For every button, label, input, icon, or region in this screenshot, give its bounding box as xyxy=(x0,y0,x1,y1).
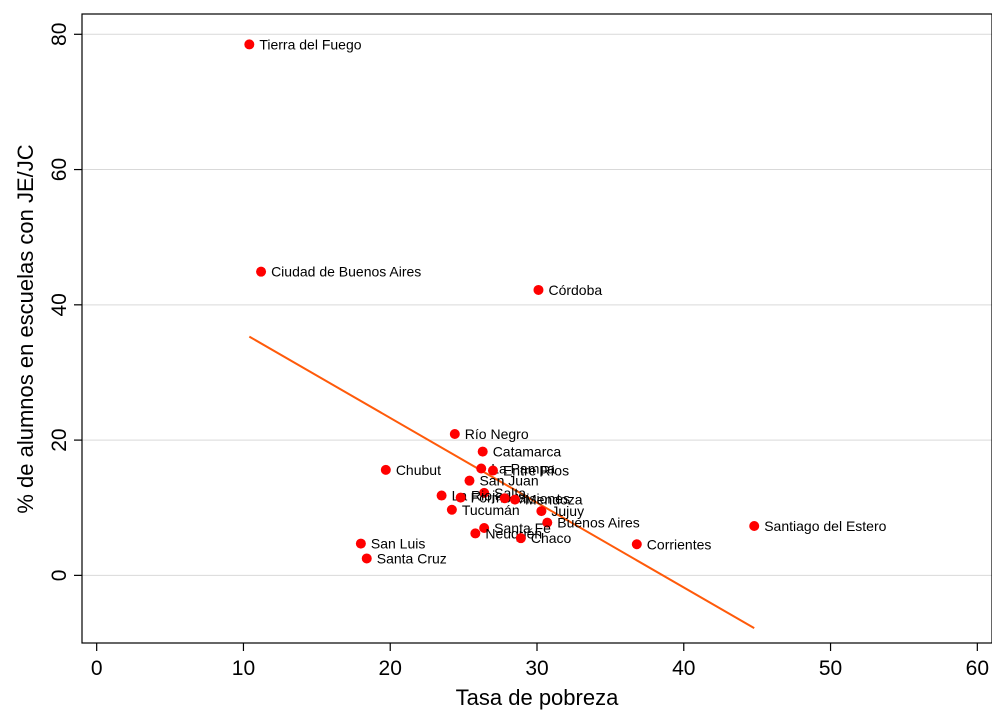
data-point xyxy=(446,504,457,515)
x-tick-label: 50 xyxy=(819,657,842,680)
point-label: Santiago del Estero xyxy=(764,518,886,534)
point-label: Chubut xyxy=(396,462,441,478)
data-point xyxy=(749,520,760,531)
y-tick-label: 40 xyxy=(48,293,71,316)
point-label: Catamarca xyxy=(493,444,562,460)
point-label: San Juan xyxy=(479,473,538,489)
point-label: San Luis xyxy=(371,536,425,552)
data-point xyxy=(455,492,466,503)
point-label: Santa Fe xyxy=(494,520,551,536)
point-label: Córdoba xyxy=(548,282,602,298)
data-point xyxy=(477,446,488,457)
y-tick-label: 20 xyxy=(48,428,71,451)
data-point xyxy=(631,539,642,550)
fit-line-layer xyxy=(248,335,755,629)
data-point xyxy=(470,528,481,539)
point-label: Misiones xyxy=(515,490,570,506)
point-label: Mendoza xyxy=(525,492,583,508)
gridlines xyxy=(82,33,992,576)
y-axis-label: % de alumnos en escuelas con JE/JC xyxy=(13,144,38,513)
points-layer: Tierra del Fuego Ciudad de Buenos Aires Có… xyxy=(244,36,887,566)
axes xyxy=(81,13,992,644)
data-point xyxy=(476,463,487,474)
point-label: Jujuy xyxy=(551,503,584,519)
x-tick-label: 60 xyxy=(966,657,989,680)
point-label: Chaco xyxy=(531,530,572,546)
data-point xyxy=(509,494,520,505)
data-point xyxy=(479,523,490,534)
ticks: 0 20 40 60 80 0 10 20 30 40 50 60 xyxy=(48,23,989,680)
x-tick-label: 0 xyxy=(91,657,103,680)
data-point xyxy=(499,493,510,504)
data-point xyxy=(361,553,372,564)
x-tick-label: 10 xyxy=(232,657,255,680)
point-label: Río Negro xyxy=(465,426,529,442)
data-point xyxy=(542,517,553,528)
y-tick-label: 60 xyxy=(48,158,71,181)
data-point xyxy=(355,538,366,549)
data-point xyxy=(244,39,255,50)
data-point xyxy=(256,266,267,277)
x-tick-label: 20 xyxy=(379,657,402,680)
data-point xyxy=(536,506,547,517)
data-point xyxy=(449,429,460,440)
point-label: Santa Cruz xyxy=(377,550,447,566)
data-point xyxy=(487,465,498,476)
point-label: Buenos Aires xyxy=(557,515,640,531)
data-point xyxy=(380,464,391,475)
data-point xyxy=(479,487,490,498)
plot-frame xyxy=(81,13,992,644)
y-tick-label: 0 xyxy=(48,570,71,582)
x-tick-label: 30 xyxy=(525,657,548,680)
data-point xyxy=(515,533,526,544)
data-point xyxy=(464,475,475,486)
fit-line xyxy=(248,335,755,629)
point-label: Tucumán xyxy=(462,502,520,518)
point-label: Ciudad de Buenos Aires xyxy=(271,264,421,280)
point-label: Tierra del Fuego xyxy=(259,36,361,52)
point-label: Entre Ríos xyxy=(503,463,569,479)
point-label: Neuquén xyxy=(485,525,542,541)
point-label: La Pampa xyxy=(491,461,555,477)
point-label: Corrientes xyxy=(647,536,712,552)
data-point xyxy=(533,284,544,295)
x-axis-label: Tasa de pobreza xyxy=(456,685,619,710)
y-tick-label: 80 xyxy=(48,23,71,46)
data-point xyxy=(436,490,447,501)
x-tick-label: 40 xyxy=(672,657,695,680)
